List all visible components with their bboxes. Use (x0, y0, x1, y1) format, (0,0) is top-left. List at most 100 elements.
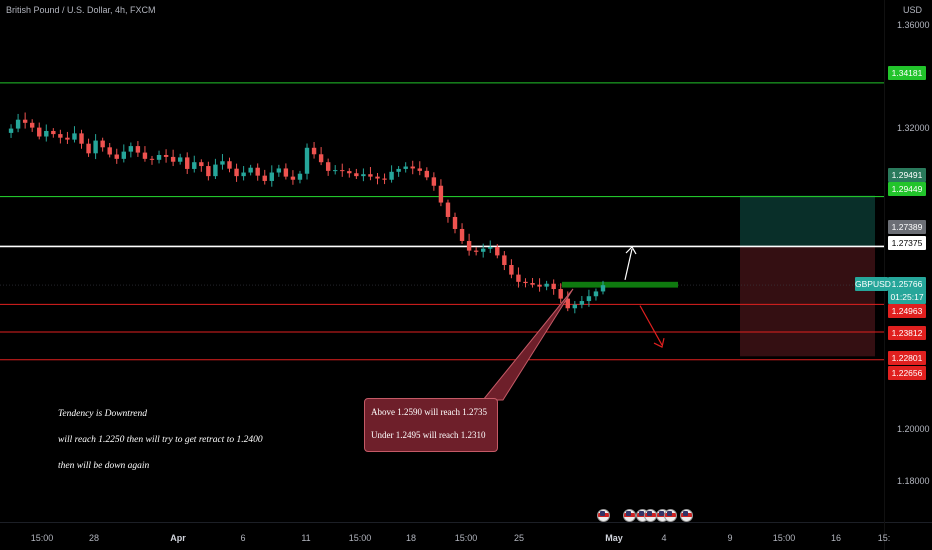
time-tick: 11 (301, 533, 311, 543)
candle-body (509, 265, 514, 275)
candle-body (333, 170, 338, 172)
candle-body (340, 170, 345, 172)
candle-body (572, 304, 578, 309)
economic-event-flag-icon[interactable] (597, 509, 610, 522)
candle-body (170, 156, 176, 162)
candle-body (79, 133, 84, 144)
candle-body (58, 134, 63, 138)
price-axis-label: 1.27389 (888, 220, 926, 234)
candle-body (389, 171, 394, 180)
price-tick: 1.36000 (897, 20, 930, 30)
time-tick: May (605, 533, 623, 543)
time-tick: 28 (88, 533, 100, 543)
candle-body (565, 298, 570, 309)
down-arrow-shaft (639, 305, 663, 346)
economic-event-flag-icon[interactable] (664, 509, 677, 522)
candle-body (347, 171, 352, 174)
candle-body (325, 162, 331, 171)
pivot-zone (562, 281, 678, 288)
candle-body (466, 240, 472, 251)
candle-body (417, 168, 422, 171)
candle-body (600, 285, 606, 292)
candle-body (593, 291, 599, 297)
candle-body (586, 296, 592, 302)
price-axis-label: 01:25:17 (888, 290, 926, 304)
note-tendency: Tendency is Downtrend (58, 409, 148, 419)
symbol-label: GBPUSD (855, 277, 891, 291)
candle-body (29, 122, 35, 128)
candle-body (558, 289, 563, 299)
price-axis-label: 1.27375 (888, 236, 926, 250)
candle-body (382, 178, 387, 180)
candle-body (424, 170, 430, 178)
target-zone (740, 195, 875, 247)
candle-body (431, 177, 437, 186)
candle-body (156, 154, 162, 160)
candle-body (128, 146, 134, 152)
forecast-callout[interactable]: Above 1.2590 will reach 1.2735 Under 1.2… (364, 398, 498, 452)
callout-line-up: Above 1.2590 will reach 1.2735 (371, 407, 487, 417)
candle-body (93, 140, 98, 154)
candle-body (37, 127, 42, 137)
candle-body (410, 166, 415, 169)
candle-body (192, 162, 197, 169)
position-zones (740, 195, 875, 357)
price-axis-label: 1.29491 (888, 168, 926, 182)
candle-body (44, 130, 49, 137)
candle-body (206, 166, 211, 177)
candle-body (290, 176, 296, 180)
up-arrow-head (625, 246, 637, 255)
candle-body (537, 284, 542, 287)
up-arrow-shaft (624, 248, 633, 280)
time-tick: Apr (170, 533, 186, 543)
price-tick: 1.32000 (897, 123, 930, 133)
price-axis-label: 1.22801 (888, 351, 926, 365)
down-arrow-head (653, 337, 665, 348)
candle-body (262, 175, 267, 181)
economic-event-flag-icon[interactable] (680, 509, 693, 522)
candle-body (199, 162, 204, 167)
candle-body (234, 168, 239, 177)
currency-label: USD (903, 5, 923, 15)
candle-body (579, 301, 585, 305)
candle-body (149, 158, 155, 160)
time-tick: 15:00 (454, 533, 478, 543)
candle-body (445, 202, 451, 217)
price-axis-label: 1.23812 (888, 326, 926, 340)
candle-body (8, 128, 14, 133)
price-axis-label: 1.24963 (888, 304, 926, 318)
time-tick: 15:00 (30, 533, 54, 543)
candle-body (502, 255, 507, 266)
note-target: will reach 1.2250 then will try to get r… (58, 435, 263, 445)
candle-body (72, 133, 77, 140)
time-tick: 9 (727, 533, 733, 543)
candle-body (135, 146, 141, 153)
time-tick: 15:00 (348, 533, 372, 543)
candle-body (227, 161, 232, 169)
price-axis-label: 1.34181 (888, 66, 926, 80)
callout-line-down: Under 1.2495 will reach 1.2310 (371, 430, 486, 440)
direction-arrows (624, 246, 665, 348)
candle-body (297, 173, 303, 180)
time-tick: 25 (513, 533, 525, 543)
chart-title: British Pound / U.S. Dollar, 4h, FXCM (6, 5, 156, 15)
candle-body (276, 168, 282, 173)
candle-body (318, 154, 324, 163)
time-axis-separator (0, 522, 932, 523)
price-axis-label: 1.29449 (888, 182, 926, 196)
candle-body (114, 154, 119, 159)
candles (8, 112, 606, 314)
candle-body (304, 147, 310, 174)
time-tick: 18 (405, 533, 417, 543)
candle-body (311, 147, 317, 155)
candle-body (65, 137, 70, 140)
economic-event-flag-icon[interactable] (623, 509, 636, 522)
candle-body (283, 168, 289, 177)
candle-body (523, 281, 528, 284)
candle-body (516, 274, 521, 282)
candle-body (100, 140, 105, 148)
candle-body (15, 119, 21, 129)
candle-body (213, 164, 218, 177)
candle-body (255, 167, 260, 176)
